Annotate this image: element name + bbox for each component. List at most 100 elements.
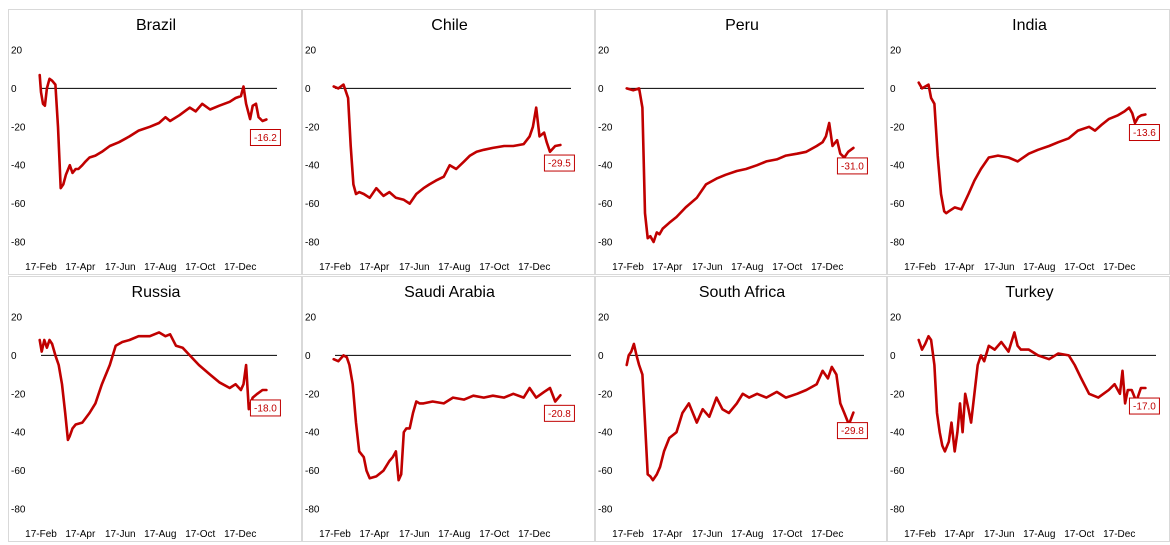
series-line — [625, 342, 855, 482]
last-value-label: -13.6 — [1128, 124, 1160, 142]
x-tick-label: 17-Aug — [731, 529, 763, 540]
y-tick-label: 20 — [305, 313, 317, 324]
y-tick-label: -20 — [11, 122, 26, 133]
y-tick-label: -60 — [890, 466, 905, 477]
x-tick-label: 17-Aug — [144, 262, 176, 273]
x-tick-label: 17-Apr — [944, 262, 975, 273]
y-tick-label: -40 — [890, 161, 905, 172]
series-line — [917, 81, 1147, 215]
y-tick-label: 20 — [890, 313, 902, 324]
y-tick-label: -40 — [598, 428, 613, 439]
x-tick-label: 17-Aug — [1023, 529, 1055, 540]
y-tick-label: -20 — [598, 389, 613, 400]
y-tick-label: -60 — [598, 199, 613, 210]
x-tick-label: 17-Apr — [359, 529, 390, 540]
x-tick-label: 17-Feb — [612, 262, 644, 273]
y-tick-label: 20 — [11, 46, 23, 57]
y-tick-label: -40 — [598, 161, 613, 172]
y-tick-label: 0 — [890, 84, 896, 95]
y-tick-label: -40 — [11, 428, 26, 439]
y-tick-label: -40 — [305, 161, 320, 172]
last-value-box — [543, 404, 575, 422]
x-tick-label: 17-Dec — [518, 262, 550, 273]
x-tick-label: 17-Jun — [692, 529, 723, 540]
last-value-box — [249, 399, 281, 417]
x-tick-label: 17-Feb — [319, 529, 351, 540]
y-tick-label: -40 — [890, 428, 905, 439]
x-tick-label: 17-Oct — [479, 262, 509, 273]
series-line — [332, 354, 562, 482]
y-tick-label: -60 — [890, 199, 905, 210]
russia-chart-panel: Russia 20 0 -20 -40 -60 -80 17-Feb 17-Apr 17-Jun 1… — [8, 276, 302, 542]
y-tick-label: -80 — [890, 238, 905, 249]
chile-chart: Chile 20 0 -20 -40 -60 -80 17-Feb 17-Apr 17-Jun 17… — [305, 17, 575, 273]
x-tick-label: 17-Dec — [1103, 529, 1135, 540]
y-tick-label: -80 — [598, 505, 613, 516]
y-tick-label: -80 — [11, 238, 26, 249]
x-tick-label: 17-Dec — [224, 529, 256, 540]
y-tick-label: 20 — [11, 313, 23, 324]
x-tick-label: 17-Oct — [772, 262, 802, 273]
brazil-chart-panel: Brazil 20 0 -20 -40 -60 -80 17-Feb 17-Apr 17-Jun 1… — [8, 9, 302, 275]
x-tick-label: 17-Dec — [518, 529, 550, 540]
x-tick-label: 17-Dec — [811, 529, 843, 540]
x-tick-label: 17-Aug — [438, 262, 470, 273]
y-tick-label: -80 — [598, 238, 613, 249]
y-tick-label: -60 — [11, 466, 26, 477]
chart-title: South Africa — [699, 284, 785, 301]
x-tick-label: 17-Feb — [904, 529, 936, 540]
y-tick-label: 20 — [305, 46, 317, 57]
last-value-label: -31.0 — [836, 157, 868, 175]
y-tick-label: -20 — [890, 122, 905, 133]
chart-title: Russia — [132, 284, 181, 301]
y-tick-label: 0 — [305, 84, 311, 95]
chart-title: Saudi Arabia — [404, 284, 495, 301]
last-value-text: -20.8 — [548, 409, 571, 420]
last-value-text: -13.6 — [1133, 128, 1156, 139]
x-tick-label: 17-Jun — [692, 262, 723, 273]
x-tick-label: 17-Jun — [984, 262, 1015, 273]
y-tick-label: -60 — [305, 199, 320, 210]
last-value-box — [836, 422, 868, 440]
series-line — [38, 73, 268, 190]
x-tick-label: 17-Aug — [731, 262, 763, 273]
last-value-label: -20.8 — [543, 404, 575, 422]
y-tick-label: -20 — [598, 122, 613, 133]
x-tick-label: 17-Feb — [904, 262, 936, 273]
y-tick-label: -80 — [11, 505, 26, 516]
peru-chart: Peru 20 0 -20 -40 -60 -80 17-Feb 17-Apr 17-Jun 17-… — [598, 17, 868, 273]
x-tick-label: 17-Jun — [984, 529, 1015, 540]
turkey-chart-panel: Turkey 20 0 -20 -40 -60 -80 17-Feb 17-Apr 17-Jun 1… — [887, 276, 1170, 542]
y-tick-label: 20 — [598, 46, 610, 57]
chile-chart-panel: Chile 20 0 -20 -40 -60 -80 17-Feb 17-Apr 17-Jun 17… — [302, 9, 595, 275]
last-value-box — [1128, 397, 1160, 415]
y-tick-label: -40 — [11, 161, 26, 172]
peru-chart-panel: Peru 20 0 -20 -40 -60 -80 17-Feb 17-Apr 17-Jun 17-… — [595, 9, 887, 275]
last-value-box — [543, 154, 575, 172]
last-value-box — [1128, 124, 1160, 142]
y-tick-label: -20 — [890, 389, 905, 400]
x-tick-label: 17-Jun — [399, 529, 430, 540]
saudi-arabia-chart-panel: Saudi Arabia 20 0 -20 -40 -60 -80 17-Feb 17-Apr 1… — [302, 276, 595, 542]
last-value-label: -18.0 — [249, 399, 281, 417]
south-africa-chart: South Africa 20 0 -20 -40 -60 -80 17-Feb 17-Apr 1… — [598, 284, 868, 540]
x-tick-label: 17-Oct — [772, 529, 802, 540]
y-tick-label: -20 — [305, 122, 320, 133]
x-tick-label: 17-Jun — [399, 262, 430, 273]
x-tick-label: 17-Apr — [944, 529, 975, 540]
y-tick-label: -20 — [305, 389, 320, 400]
series-line — [625, 87, 855, 244]
y-tick-label: 0 — [305, 351, 311, 362]
last-value-label: -29.8 — [836, 422, 868, 440]
brazil-chart: Brazil 20 0 -20 -40 -60 -80 17-Feb 17-Apr 17-Jun 1… — [11, 17, 281, 273]
x-tick-label: 17-Oct — [1064, 262, 1094, 273]
y-tick-label: 0 — [11, 84, 17, 95]
india-chart-panel: India 20 0 -20 -40 -60 -80 17-Feb 17-Apr 17-Jun 17… — [887, 9, 1170, 275]
y-tick-label: -60 — [11, 199, 26, 210]
x-tick-label: 17-Aug — [1023, 262, 1055, 273]
south-africa-chart-panel: South Africa 20 0 -20 -40 -60 -80 17-Feb 17-Apr 1… — [595, 276, 887, 542]
turkey-chart: Turkey 20 0 -20 -40 -60 -80 17-Feb 17-Apr 17-Jun 1… — [890, 284, 1160, 540]
x-tick-label: 17-Dec — [811, 262, 843, 273]
series-line — [917, 331, 1147, 453]
